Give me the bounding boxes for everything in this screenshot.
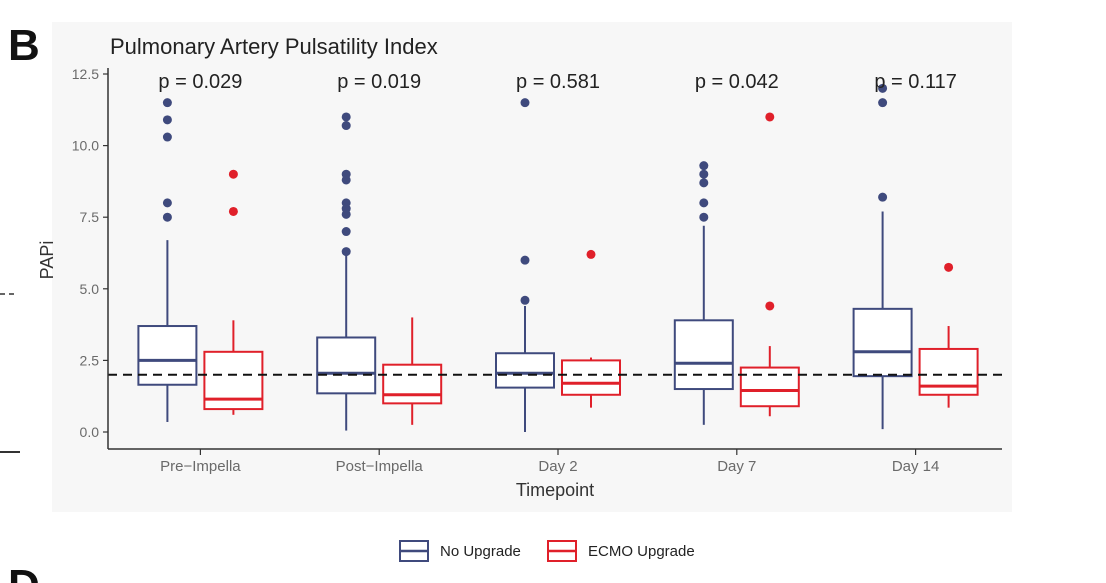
outlier-point	[878, 83, 888, 93]
p-value-label: p = 0.581	[516, 71, 600, 93]
panel-label: B	[8, 21, 40, 70]
outlier-point	[586, 249, 596, 259]
p-values: p = 0.029 p = 0.019 p = 0.581 p = 0.042 p = …	[158, 71, 956, 93]
y-tick-label: 2.5	[80, 352, 100, 368]
next-panel-label: D	[8, 561, 40, 583]
box-iqr	[137, 325, 198, 386]
outlier-point	[699, 198, 709, 208]
outlier-point	[765, 112, 775, 122]
box-iqr	[316, 336, 377, 395]
box-iqr	[561, 359, 621, 396]
outlier-point	[162, 98, 172, 108]
y-tick-label: 5.0	[80, 281, 100, 297]
y-axis-ticks: 0.0 2.5 5.0 7.5 10.0 12.5	[72, 66, 108, 440]
outlier-point	[520, 295, 530, 305]
p-value-label: p = 0.042	[695, 71, 779, 93]
outlier-point	[699, 161, 709, 171]
boxplot-no-upgrade	[673, 161, 734, 425]
outlier-point	[341, 112, 351, 122]
box-iqr	[673, 319, 734, 391]
p-value-label: p = 0.117	[874, 71, 956, 93]
boxplot-no-upgrade	[495, 98, 555, 432]
x-tick-label: Day 2	[538, 458, 577, 475]
boxplots	[137, 83, 979, 432]
box-iqr	[852, 307, 913, 378]
box-iqr	[918, 347, 979, 396]
outlier-point	[699, 178, 709, 188]
box-iqr	[382, 363, 443, 405]
outlier-point	[699, 212, 709, 222]
outlier-point	[341, 121, 351, 131]
outlier-point	[228, 169, 238, 179]
boxplot-ecmo-upgrade	[203, 169, 264, 415]
chart-title: Pulmonary Artery Pulsatility Index	[110, 34, 438, 59]
outlier-point	[162, 132, 172, 142]
y-tick-label: 10.0	[72, 138, 99, 154]
outlier-point	[341, 247, 351, 257]
box-iqr	[739, 366, 800, 408]
panel-background	[52, 22, 1012, 512]
boxplot-ecmo-upgrade	[918, 262, 979, 408]
outlier-point	[162, 198, 172, 208]
x-axis-title: Timepoint	[516, 480, 594, 500]
outlier-point	[878, 192, 888, 202]
y-tick-label: 0.0	[80, 424, 100, 440]
x-axis-ticks: Pre−Impella Post−Impella Day 2 Day 7 Day 14	[160, 449, 939, 475]
x-tick-label: Pre−Impella	[160, 458, 241, 475]
p-value-label: p = 0.019	[337, 71, 421, 93]
outlier-point	[341, 227, 351, 237]
legend: No Upgrade ECMO Upgrade	[399, 540, 695, 562]
boxplot-ecmo-upgrade	[561, 249, 621, 408]
legend-item-ecmo-upgrade: ECMO Upgrade	[547, 540, 695, 562]
y-tick-label: 7.5	[80, 209, 100, 225]
x-tick-label: Post−Impella	[336, 458, 424, 475]
boxplot-no-upgrade	[852, 83, 913, 430]
x-tick-label: Day 14	[892, 458, 940, 475]
legend-item-no-upgrade: No Upgrade	[399, 540, 521, 562]
p-value-label: p = 0.029	[158, 71, 242, 93]
outlier-point	[228, 206, 238, 216]
outlier-point	[520, 255, 530, 265]
box-iqr	[495, 352, 555, 389]
outlier-point	[162, 212, 172, 222]
boxplot-ecmo-upgrade	[739, 112, 800, 417]
boxplot-no-upgrade	[316, 112, 377, 431]
outlier-point	[944, 262, 954, 272]
boxplot-no-upgrade	[137, 98, 198, 422]
outlier-point	[878, 98, 888, 108]
outlier-point	[520, 98, 530, 108]
outlier-point	[699, 169, 709, 179]
y-tick-label: 12.5	[72, 66, 99, 82]
outlier-point	[162, 115, 172, 125]
x-tick-label: Day 7	[717, 458, 756, 475]
boxplot-ecmo-upgrade	[382, 317, 443, 425]
outlier-point	[341, 169, 351, 179]
legend-label-ecmo-upgrade: ECMO Upgrade	[588, 543, 695, 560]
y-axis-title: PAPi	[37, 241, 57, 280]
outlier-point	[341, 198, 351, 208]
outlier-point	[765, 301, 775, 311]
legend-label-no-upgrade: No Upgrade	[440, 543, 521, 560]
